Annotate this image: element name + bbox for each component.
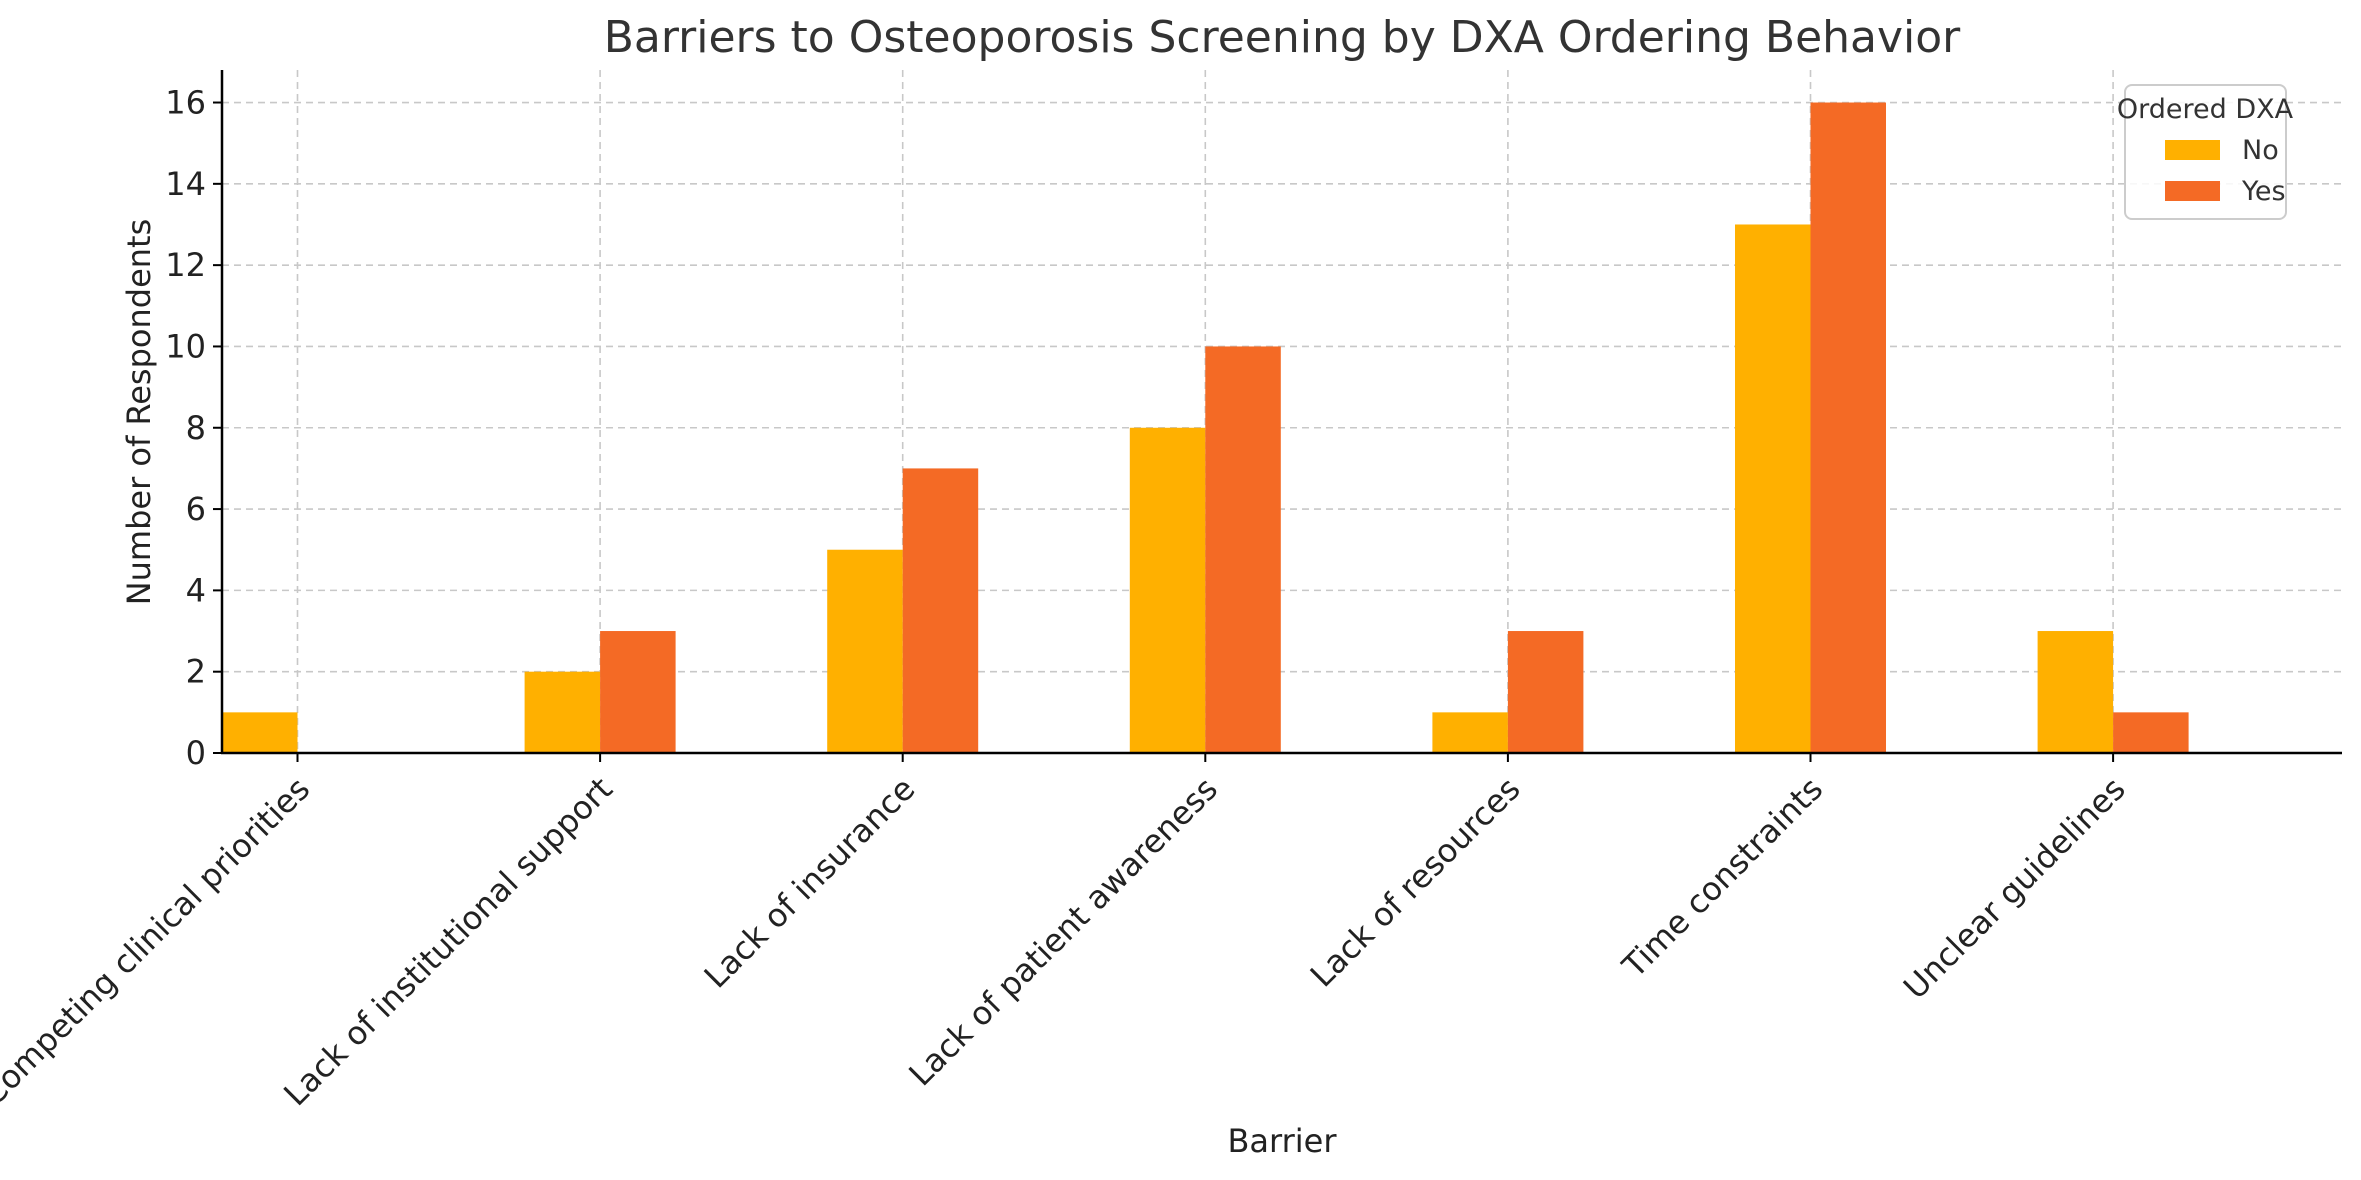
x-tick-label: Lack of institutional support	[276, 770, 619, 1113]
x-tick-label: Competing clinical priorities	[0, 770, 317, 1114]
grid	[222, 70, 2342, 754]
y-tick-label: 6	[186, 490, 206, 528]
legend: Ordered DXA No Yes	[2117, 84, 2294, 220]
bar-yes-5	[1810, 102, 1886, 754]
bar-no-1	[524, 671, 601, 753]
bar-no-6	[2037, 631, 2114, 753]
y-tick-label: 14	[165, 165, 206, 203]
legend-swatch-no	[2165, 140, 2220, 160]
legend-label-yes: Yes	[2241, 176, 2286, 207]
bar-no-2	[827, 549, 903, 753]
y-tick-label: 2	[186, 653, 206, 691]
y-tick-label: 10	[165, 327, 206, 365]
x-tick-label: Lack of insurance	[697, 770, 923, 996]
x-tick-label: Lack of patient awareness	[901, 770, 1225, 1094]
legend-swatch-yes	[2165, 181, 2220, 201]
y-tick-label: 4	[186, 571, 206, 609]
axes	[220, 70, 2342, 755]
bar-yes-3	[1205, 346, 1281, 753]
legend-title: Ordered DXA	[2117, 94, 2294, 125]
y-tick-label: 0	[186, 734, 206, 772]
y-tick-label: 8	[186, 409, 206, 447]
y-tick-label: 16	[165, 84, 206, 122]
y-ticks: 0 2 4 6 8 10 12 14 16	[165, 84, 222, 772]
bar-yes-2	[902, 468, 979, 753]
x-tick-label: Time constraints	[1614, 770, 1830, 986]
bars	[222, 102, 2189, 754]
x-tick-label: Unclear guidelines	[1896, 770, 2133, 1007]
bar-no-3	[1129, 427, 1206, 753]
x-tick-label: Lack of resources	[1303, 770, 1528, 995]
legend-items: No Yes	[2165, 135, 2286, 207]
bar-no-4	[1432, 712, 1508, 753]
y-axis-label: Number of Respondents	[120, 219, 158, 606]
bar-yes-6	[2113, 712, 2189, 753]
bar-no-0	[222, 712, 298, 753]
bar-yes-1	[600, 631, 676, 753]
legend-label-no: No	[2242, 135, 2279, 166]
bar-yes-4	[1507, 631, 1584, 753]
x-axis-label: Barrier	[1227, 1122, 1337, 1160]
bar-no-5	[1735, 224, 1811, 753]
chart-title: Barriers to Osteoporosis Screening by DX…	[604, 12, 1961, 63]
y-tick-label: 12	[165, 246, 206, 284]
